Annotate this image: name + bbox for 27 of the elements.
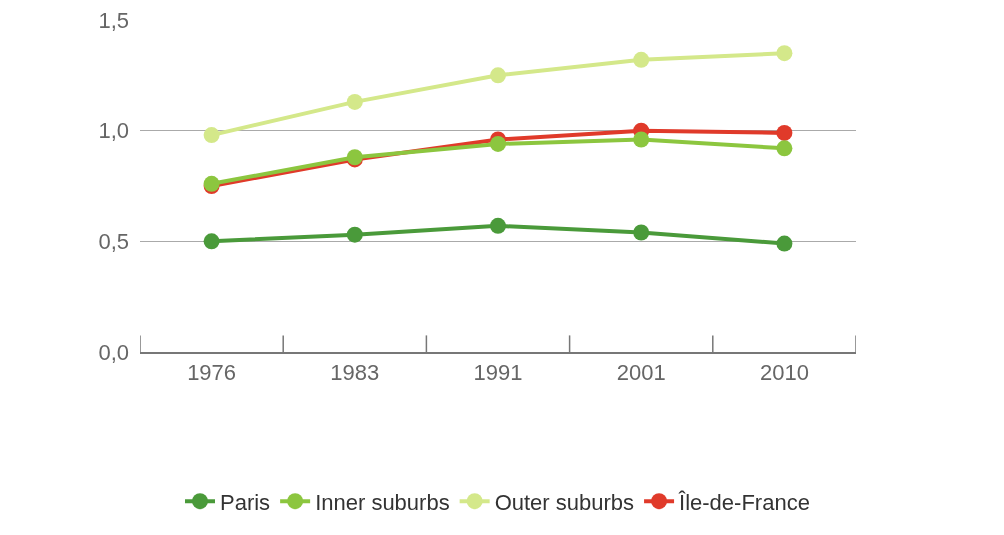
y-tick-label: 1,0 <box>98 118 129 144</box>
legend-label: Outer suburbs <box>494 489 635 515</box>
point <box>203 127 220 144</box>
y-tick-label: 1,5 <box>98 7 129 33</box>
legend-label: Paris <box>220 489 271 515</box>
point <box>490 67 506 84</box>
point <box>776 45 793 62</box>
point <box>490 135 506 152</box>
point <box>633 224 650 241</box>
point <box>203 233 220 250</box>
x-tick-label: 2010 <box>759 360 809 386</box>
point <box>776 140 793 157</box>
point <box>346 93 363 110</box>
point <box>776 235 793 252</box>
point <box>346 226 363 243</box>
x-tick-label: 1983 <box>330 360 380 386</box>
point <box>633 131 650 148</box>
point <box>633 51 650 68</box>
point <box>776 124 793 141</box>
legend-label: Inner suburbs <box>315 489 450 515</box>
x-tick-label: 2001 <box>616 360 666 386</box>
y-tick-label: 0,0 <box>98 339 129 365</box>
x-tick-label: 1976 <box>187 360 237 386</box>
y-tick-label: 0,5 <box>98 229 129 255</box>
x-tick-label: 1991 <box>473 360 523 386</box>
point <box>490 217 506 234</box>
legend-label: Île-de-France <box>678 489 810 515</box>
